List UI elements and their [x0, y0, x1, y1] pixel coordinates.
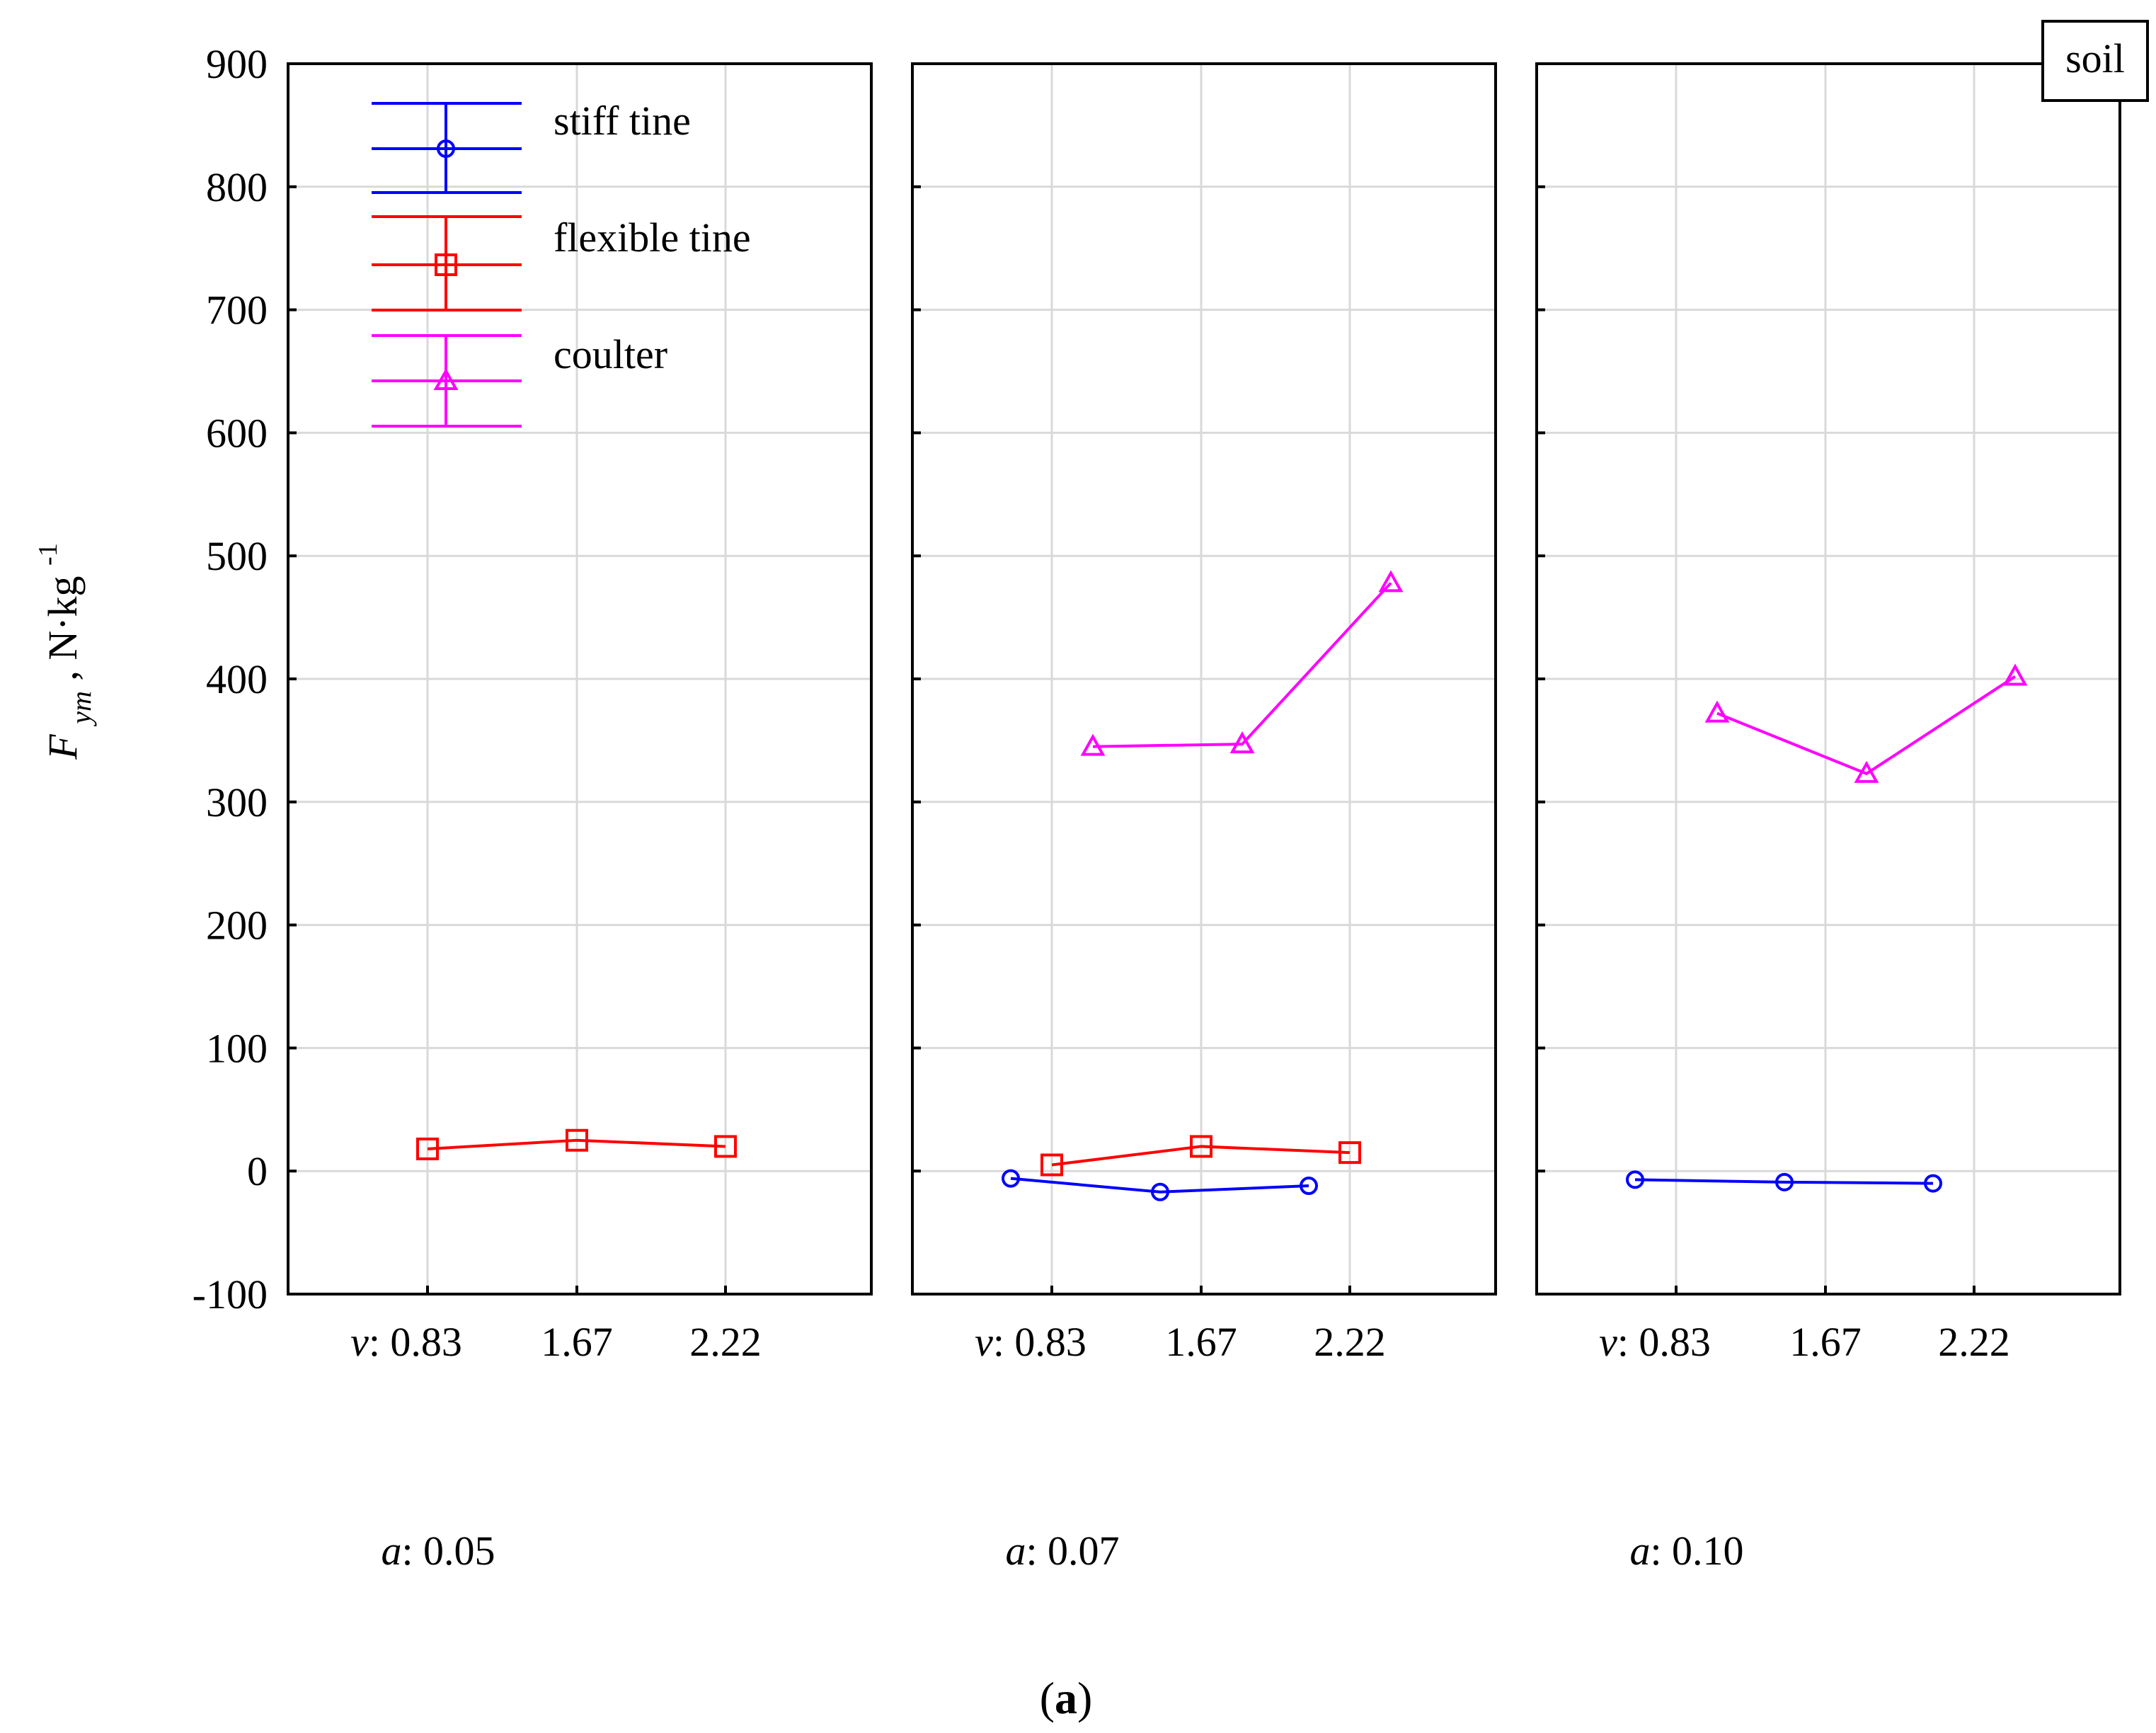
legend-marker-stiff-tine	[437, 139, 455, 158]
y-tick-label-5: 400	[206, 656, 268, 702]
soil-badge-label: soil	[2065, 35, 2125, 81]
point-p1-coulter-0	[1080, 733, 1106, 756]
point-p2-coulter-1	[1854, 760, 1879, 783]
y-tick-label-0: -100	[193, 1271, 268, 1317]
grid-layer	[288, 64, 2120, 1294]
x-tick-label-p0-2: 2.22	[689, 1319, 762, 1365]
y-tick-label-2: 100	[206, 1025, 268, 1071]
panel-label-2: a: 0.10	[1629, 1528, 1743, 1574]
y-tick-label-7: 600	[206, 410, 268, 456]
point-p1-flexible-tine-0	[1040, 1153, 1063, 1177]
x-tick-label-p2-1: 1.67	[1789, 1319, 1862, 1365]
y-axis-title: F ym , N·kg -1	[33, 543, 100, 760]
y-tick-label-4: 300	[206, 779, 268, 825]
x-tick-label-p0-0: v: 0.83	[350, 1319, 462, 1365]
point-p2-coulter-2	[2002, 663, 2028, 686]
line-p1-coulter	[1092, 582, 1392, 748]
legend-label-coulter: coulter	[554, 331, 667, 377]
y-tick-label-3: 200	[206, 903, 268, 949]
series-layer	[416, 570, 2028, 1201]
legend-marker-coulter	[433, 367, 459, 390]
point-p1-flexible-tine-2	[1338, 1141, 1361, 1165]
point-p1-coulter-2	[1378, 570, 1404, 593]
x-tick-label-p1-2: 2.22	[1314, 1319, 1386, 1365]
y-tick-label-6: 500	[206, 533, 268, 579]
x-tick-label-p1-0: v: 0.83	[975, 1319, 1086, 1365]
text-layer: v: 0.83 1.67 2.22 a: 0.05 v: 0.83 1.67 2.22 a: …	[193, 41, 2010, 1574]
figure-label: (a)	[1040, 1673, 1093, 1723]
point-p1-stiff-tine-0	[1002, 1169, 1020, 1188]
line-p2-stiff-tine	[1634, 1178, 1934, 1185]
legend-label-flexible-tine: flexible tine	[554, 215, 751, 261]
panel-label-1: a: 0.07	[1005, 1528, 1119, 1574]
point-p2-coulter-0	[1704, 700, 1730, 723]
legend-label-stiff-tine: stiff tine	[554, 98, 691, 144]
line-p1-flexible-tine	[1051, 1145, 1351, 1167]
point-p1-coulter-1	[1229, 731, 1255, 754]
point-p0-flexible-tine-2	[714, 1135, 737, 1158]
legend: stiff tine flexible tine coulter	[372, 98, 751, 428]
x-tick-label-p1-1: 1.67	[1165, 1319, 1237, 1365]
panel-label-0: a: 0.05	[381, 1528, 495, 1574]
x-tick-label-p2-2: 2.22	[1938, 1319, 2010, 1365]
y-tick-label-10: 900	[206, 41, 268, 87]
point-p0-flexible-tine-1	[566, 1128, 588, 1152]
legend-marker-flexible-tine	[435, 253, 457, 276]
y-tick-label-8: 700	[206, 287, 268, 333]
x-tick-label-p2-0: v: 0.83	[1599, 1319, 1711, 1365]
point-p2-stiff-tine-2	[1924, 1174, 1942, 1193]
soil-badge: soil	[2041, 20, 2149, 102]
point-p2-stiff-tine-0	[1626, 1170, 1644, 1189]
point-p1-flexible-tine-1	[1190, 1135, 1212, 1158]
frame-layer	[287, 62, 2121, 1296]
point-p1-stiff-tine-1	[1151, 1182, 1169, 1201]
line-p1-stiff-tine	[1010, 1177, 1309, 1194]
point-p2-stiff-tine-1	[1775, 1172, 1794, 1191]
y-tick-label-9: 800	[206, 164, 268, 210]
y-tick-label-1: 0	[247, 1148, 268, 1194]
point-p0-flexible-tine-0	[416, 1137, 439, 1160]
point-p1-stiff-tine-2	[1300, 1177, 1318, 1196]
line-p0-flexible-tine	[427, 1138, 726, 1150]
line-p2-coulter	[1716, 675, 2017, 776]
x-tick-label-p0-1: 1.67	[541, 1319, 613, 1365]
